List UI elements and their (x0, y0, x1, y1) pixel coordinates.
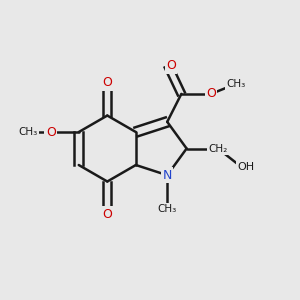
Text: N: N (163, 169, 172, 182)
Text: OH: OH (237, 162, 254, 172)
Text: O: O (102, 208, 112, 221)
Text: O: O (166, 59, 176, 72)
Text: O: O (102, 76, 112, 89)
Text: CH₃: CH₃ (18, 127, 37, 137)
Text: CH₃: CH₃ (158, 204, 177, 214)
Text: CH₃: CH₃ (226, 79, 245, 89)
Text: CH₂: CH₂ (208, 143, 228, 154)
Text: O: O (46, 125, 56, 139)
Text: O: O (206, 87, 216, 101)
